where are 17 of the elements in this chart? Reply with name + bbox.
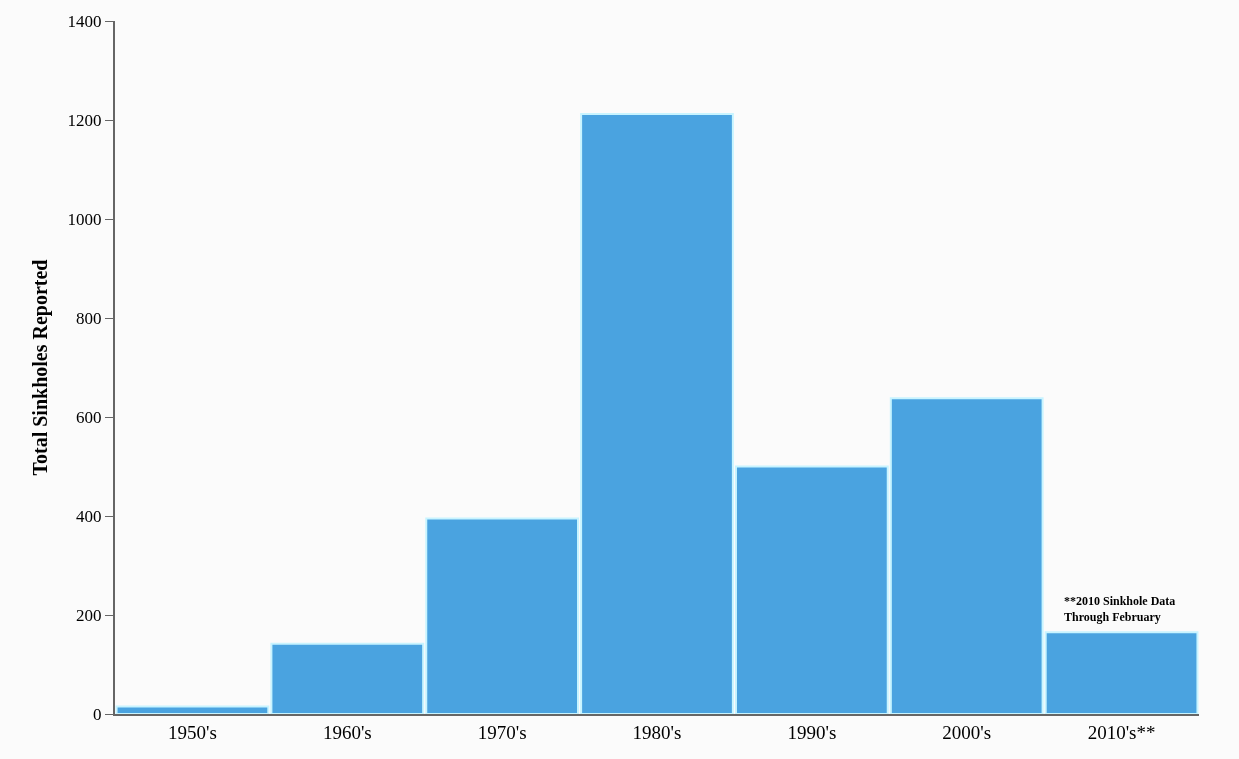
annotation: **2010 Sinkhole Data Through February [1064,594,1176,624]
y-tick-label: 0 [93,704,102,724]
y-tick-label: 1000 [67,209,102,229]
x-tick-label: 1980's [632,721,682,743]
x-tick-label: 1990's [787,721,837,743]
x-tick-label: 1960's [322,721,372,743]
y-tick-label: 1200 [67,110,102,130]
y-tick-label: 800 [76,308,102,328]
y-tick-label: 1400 [67,11,102,31]
y-tick-label: 200 [76,605,102,625]
y-tick-label: 600 [76,407,102,427]
x-tick-label: 1950's [168,721,217,743]
x-tick-label: 2000's [942,721,992,743]
y-axis-title: Total Sinkholes Reported [28,259,52,476]
x-tick-label: 2010's** [1087,721,1156,743]
y-tick-label: 400 [76,506,102,526]
x-tick-label: 1970's [477,721,527,743]
